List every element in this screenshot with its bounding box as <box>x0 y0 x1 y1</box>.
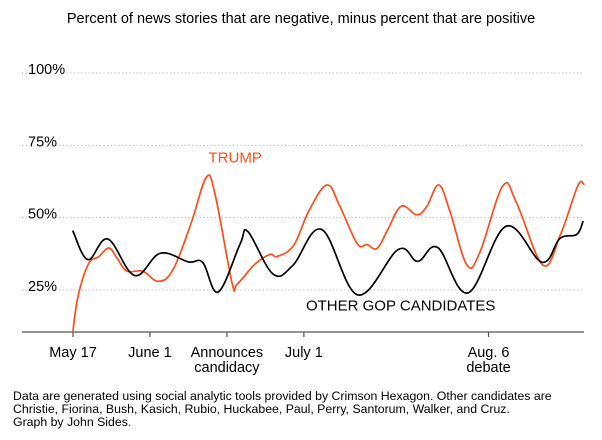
y-tick-label: 25% <box>28 279 57 295</box>
footnote-line-source: Data are generated using social analytic… <box>13 389 552 403</box>
series-lines <box>72 174 585 332</box>
series-line-trump <box>72 174 585 332</box>
footnote-line-credit: Graph by John Sides. <box>13 415 132 429</box>
y-tick-label-bg <box>27 203 54 220</box>
series-annotations: TRUMP OTHER GOP CANDIDATES <box>209 150 496 315</box>
series-line-other-gop-candidates <box>72 220 584 296</box>
footnote-line-candidates: Christie, Fiorina, Bush, Kasich, Rubio, … <box>13 402 510 416</box>
x-tick-label: July 1 <box>285 345 323 361</box>
chart-title: Percent of news stories that are negativ… <box>66 11 536 27</box>
x-tick-label: Announces <box>191 345 264 361</box>
x-tick-label: candidacy <box>194 360 260 376</box>
y-tick-label: 75% <box>28 134 57 150</box>
y-tick-label-bg <box>27 131 54 148</box>
x-tick-label: debate <box>466 360 510 376</box>
y-tick-label-bg <box>27 276 54 292</box>
annotation-trump: TRUMP <box>209 150 262 167</box>
x-tick-label: Aug. 6 <box>468 345 510 361</box>
y-tick-label: 100% <box>28 62 65 78</box>
x-tick-label: June 1 <box>128 345 172 361</box>
y-tick-label: 50% <box>28 207 57 223</box>
footnote: Data are generated using social analytic… <box>13 390 552 429</box>
x-tick-label: May 17 <box>49 345 97 361</box>
annotation-other-gop-candidates: OTHER GOP CANDIDATES <box>306 297 495 314</box>
y-tick-label-bg <box>27 59 63 75</box>
y-axis-ticks: 100% 75% 50% 25% <box>27 59 65 295</box>
gridlines <box>22 72 584 291</box>
